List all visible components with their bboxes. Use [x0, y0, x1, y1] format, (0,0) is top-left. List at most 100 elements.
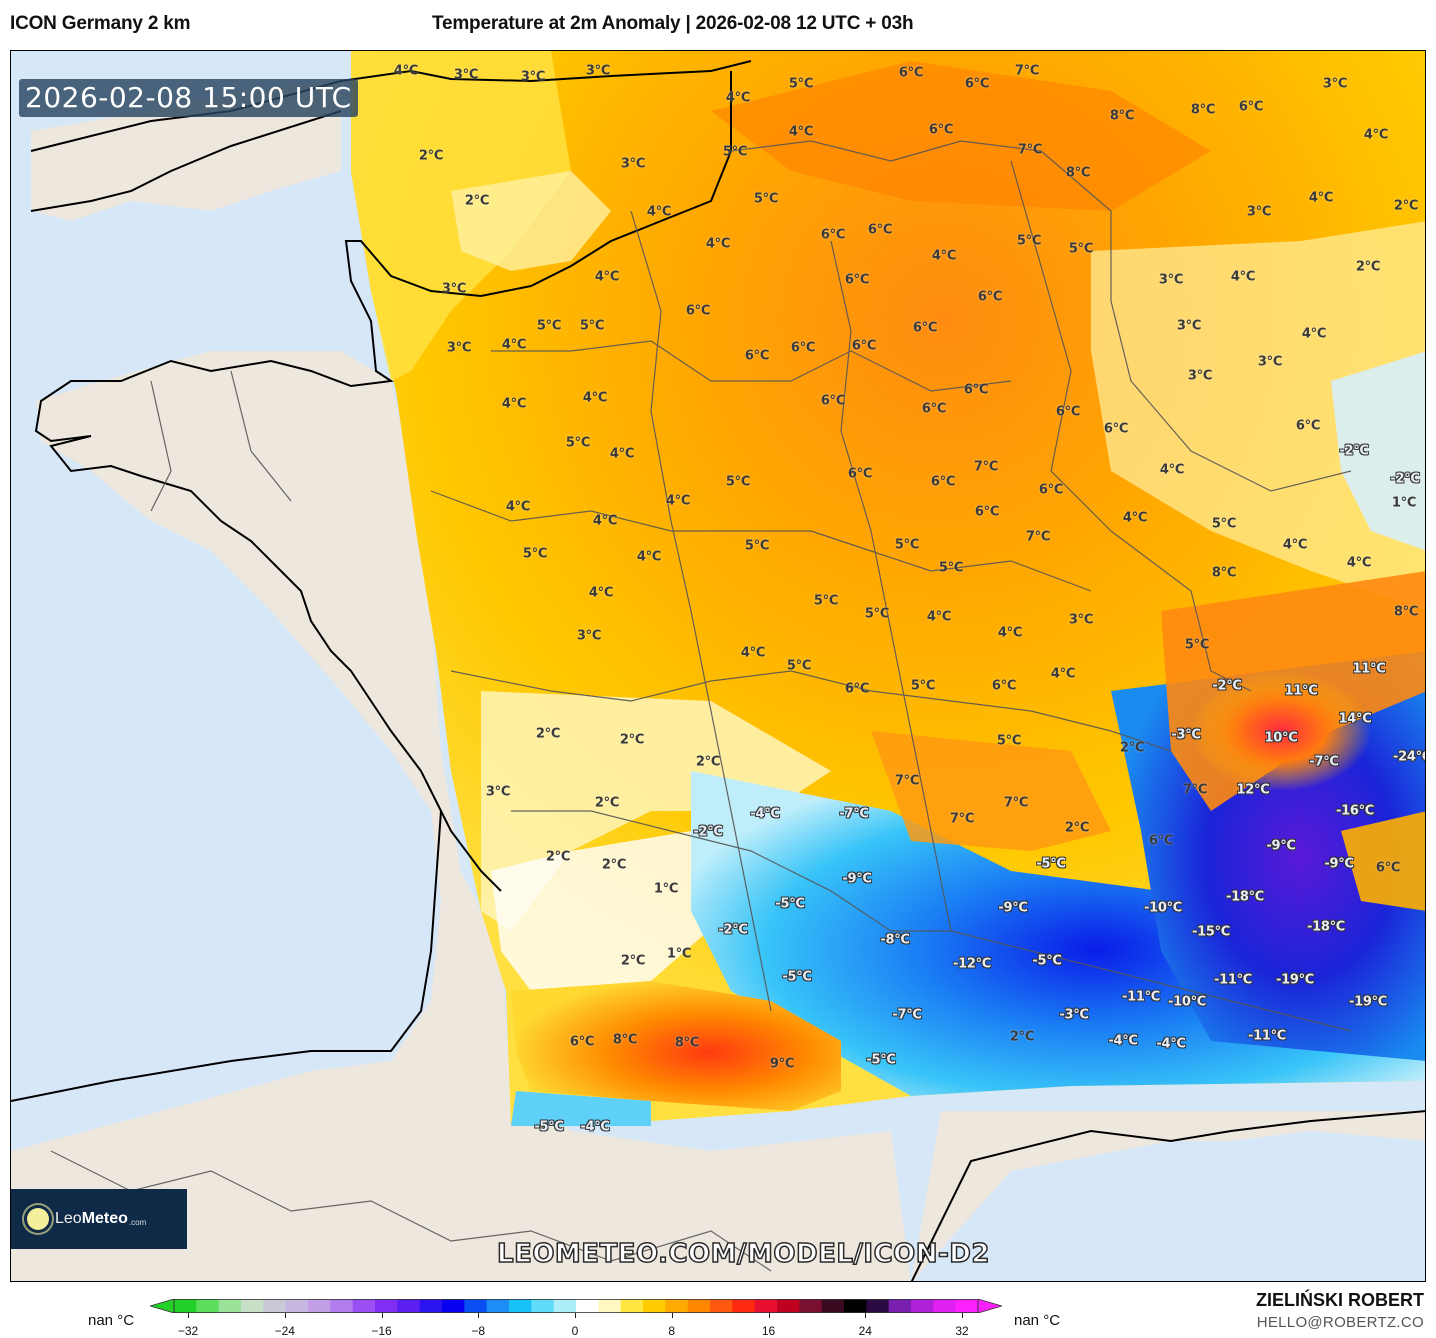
temperature-label: 4°C [705, 236, 731, 252]
temperature-label: 6°C [1295, 418, 1321, 434]
temperature-label: -7°C [892, 1007, 922, 1023]
chart-title: Temperature at 2m Anomaly | 2026-02-08 1… [432, 13, 914, 34]
temperature-label: -11°C [1247, 1028, 1287, 1044]
temperature-label: 4°C [788, 124, 814, 140]
colorbar-tick-label: 32 [955, 1324, 969, 1338]
colorbar-tick [284, 1313, 286, 1318]
temperature-label: 14°C [1338, 711, 1372, 727]
temperature-label: 6°C [898, 65, 924, 81]
colorbar-tick [671, 1313, 673, 1318]
temperature-label: 2°C [601, 857, 627, 873]
temperature-label: 7°C [1014, 63, 1040, 79]
temperature-label: 8°C [1393, 604, 1419, 620]
temperature-label: 4°C [594, 269, 620, 285]
temperature-label: 6°C [964, 76, 990, 92]
colorbar-tick-label: 8 [668, 1324, 676, 1338]
temperature-label: 3°C [1246, 204, 1272, 220]
temperature-label: 7°C [1017, 142, 1043, 158]
temperature-label: 6°C [912, 320, 938, 336]
temperature-label: 3°C [1176, 318, 1202, 334]
temperature-label: 8°C [1190, 102, 1216, 118]
colorbar-tick [865, 1313, 867, 1318]
temperature-label: 4°C [505, 499, 531, 515]
temperature-label: 1°C [653, 881, 679, 897]
temperature-label: -9°C [998, 900, 1028, 916]
temperature-label: 5°C [1016, 233, 1042, 249]
temperature-label: 5°C [536, 318, 562, 334]
temperature-label: 5°C [864, 606, 890, 622]
temperature-label: 5°C [910, 678, 936, 694]
temperature-label: 4°C [393, 63, 419, 79]
temperature-label: -19°C [1275, 972, 1315, 988]
temperature-label: 6°C [1103, 421, 1129, 437]
temperature-label: 11°C [1352, 661, 1386, 677]
temperature-label: -5°C [866, 1052, 896, 1068]
temperature-label: 4°C [665, 493, 691, 509]
temperature-label: -5°C [1036, 856, 1066, 872]
temperature-label: -11°C [1213, 972, 1253, 988]
colorbar-tick [478, 1313, 480, 1318]
temperature-label: 4°C [1282, 537, 1308, 553]
temperature-label: 4°C [501, 396, 527, 412]
temperature-label: 2°C [1064, 820, 1090, 836]
temperature-label: -19°C [1348, 994, 1388, 1010]
temperature-label: 7°C [973, 459, 999, 475]
temperature-label: 2°C [1393, 198, 1419, 214]
temperature-label: 4°C [1301, 326, 1327, 342]
temperature-label: -7°C [839, 806, 869, 822]
temperature-label: 8°C [1211, 565, 1237, 581]
temperature-label: 2°C [1355, 259, 1381, 275]
map-base-layer [11, 51, 1425, 1281]
temperature-label: 7°C [894, 773, 920, 789]
temperature-label: 2°C [545, 849, 571, 865]
temperature-label: -4°C [1156, 1036, 1186, 1052]
temperature-label: 6°C [847, 466, 873, 482]
temperature-label: 4°C [997, 625, 1023, 641]
temperature-label: 4°C [582, 390, 608, 406]
temperature-label: 6°C [790, 340, 816, 356]
temperature-label: 4°C [609, 446, 635, 462]
temperature-label: 7°C [1025, 529, 1051, 545]
leometeo-logo[interactable]: Leo Meteo .com [11, 1189, 187, 1249]
temperature-label: 5°C [938, 560, 964, 576]
temperature-label: 11°C [1284, 683, 1318, 699]
sun-icon [27, 1208, 49, 1230]
temperature-label: 10°C [1264, 730, 1298, 746]
temperature-label: 6°C [1055, 404, 1081, 420]
temperature-label: 4°C [1346, 555, 1372, 571]
temperature-label: 3°C [620, 156, 646, 172]
temperature-label: -2°C [718, 922, 748, 938]
temperature-label: 2°C [594, 795, 620, 811]
temperature-label: 5°C [813, 593, 839, 609]
temperature-label: -8°C [880, 932, 910, 948]
temperature-label: 6°C [977, 289, 1003, 305]
logo-text-meteo: Meteo [81, 1210, 128, 1227]
author-email: HELLO@ROBERTZ.CO [1256, 1314, 1424, 1331]
temperature-label: 5°C [1068, 241, 1094, 257]
temperature-label: 2°C [464, 193, 490, 209]
temperature-label: 3°C [446, 340, 472, 356]
temperature-label: 6°C [928, 122, 954, 138]
temperature-label: 1°C [666, 946, 692, 962]
temperature-label: 8°C [1109, 108, 1135, 124]
temperature-label: -3°C [1059, 1007, 1089, 1023]
temperature-label: 3°C [1158, 272, 1184, 288]
temperature-label: 3°C [1257, 354, 1283, 370]
temperature-label: 6°C [1038, 482, 1064, 498]
temperature-label: -10°C [1167, 994, 1207, 1010]
temperature-label: 5°C [522, 546, 548, 562]
colorbar-tick-label: 0 [571, 1324, 579, 1338]
temperature-label: -10°C [1143, 900, 1183, 916]
temperature-label: 4°C [931, 248, 957, 264]
model-title: ICON Germany 2 km [10, 13, 191, 34]
temperature-label: 6°C [820, 227, 846, 243]
temperature-label: 5°C [786, 658, 812, 674]
temperature-label: 6°C [867, 222, 893, 238]
colorbar-tick-label: −24 [274, 1324, 295, 1338]
temperature-label: 6°C [844, 681, 870, 697]
temperature-label: 4°C [636, 549, 662, 565]
temperature-label: 8°C [674, 1035, 700, 1051]
map-canvas[interactable]: 2026-02-08 15:00 UTC 4°C 3°C 3°C 3°C 2°C 3°C 2… [10, 50, 1426, 1282]
temperature-label: 5°C [996, 733, 1022, 749]
temperature-label: 6°C [844, 272, 870, 288]
